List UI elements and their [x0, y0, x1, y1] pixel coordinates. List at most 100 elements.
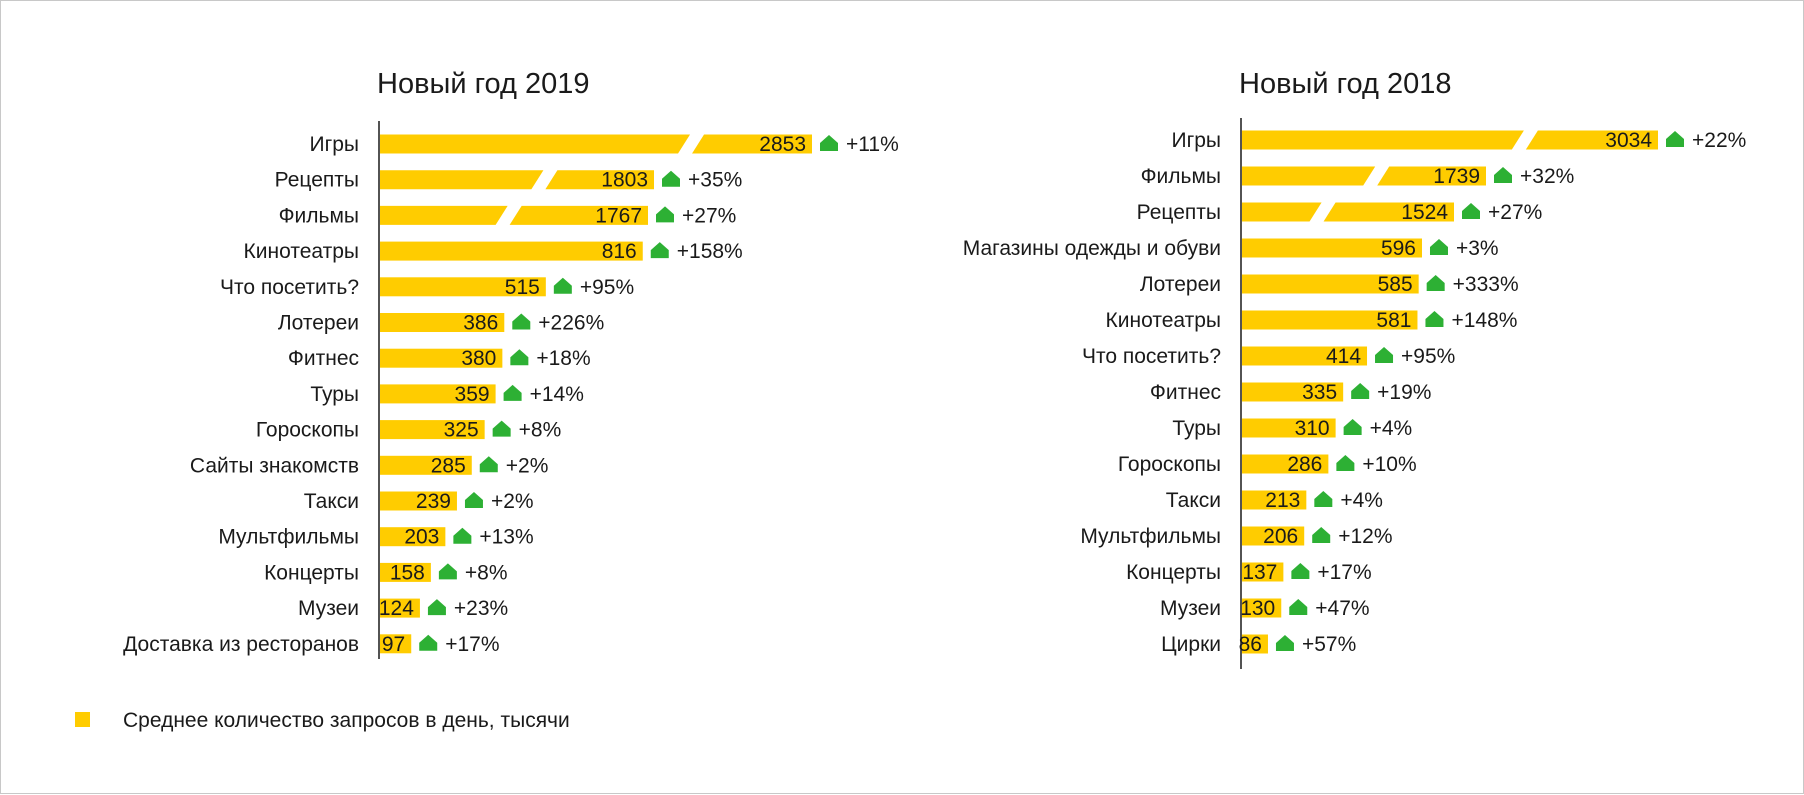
up-arrow-icon	[510, 349, 529, 366]
bar-1	[380, 134, 812, 154]
category-label: Туры	[1172, 417, 1221, 440]
category-label: Фитнес	[288, 347, 359, 370]
change-label: +27%	[1488, 201, 1542, 224]
value-label: 1524	[1401, 201, 1448, 224]
category-label: Сайты знакомств	[190, 454, 359, 477]
category-label: Лотереи	[1140, 273, 1221, 296]
category-label: Что посетить?	[1082, 345, 1221, 368]
category-label: Музеи	[298, 597, 359, 620]
change-label: +18%	[536, 347, 590, 370]
change-label: +2%	[491, 490, 534, 513]
up-arrow-icon	[1336, 455, 1355, 471]
category-label: Фильмы	[279, 204, 359, 227]
change-label: +4%	[1340, 489, 1383, 512]
value-label: 1803	[601, 169, 648, 192]
value-label: 285	[431, 454, 466, 477]
bar-4	[380, 241, 643, 261]
category-label: Игры	[1171, 129, 1221, 152]
value-label: 137	[1242, 561, 1277, 584]
bar-segment-left	[1242, 130, 1524, 150]
up-arrow-icon	[1425, 311, 1444, 327]
bar-8	[380, 384, 496, 404]
value-label: 325	[444, 419, 479, 442]
value-label: 86	[1239, 633, 1262, 656]
bar-2	[380, 170, 654, 190]
value-label: 206	[1263, 525, 1298, 548]
up-arrow-icon	[553, 277, 572, 294]
up-arrow-icon	[1666, 131, 1684, 147]
bar-10	[1242, 454, 1329, 474]
value-label: 3034	[1605, 129, 1652, 152]
value-label: 335	[1302, 381, 1337, 404]
bar-10	[380, 455, 472, 475]
category-label: Магазины одежды и обуви	[963, 237, 1221, 260]
change-label: +11%	[846, 133, 899, 156]
bar-segment-left	[380, 205, 508, 225]
bar-8	[1242, 382, 1344, 402]
change-label: +8%	[465, 561, 508, 584]
bar-15	[380, 634, 412, 654]
value-label: 239	[416, 490, 451, 513]
bar-11	[1242, 490, 1307, 510]
bar-7	[1242, 346, 1368, 366]
bar-5	[1242, 274, 1419, 294]
up-arrow-icon	[1312, 527, 1331, 543]
up-arrow-icon	[1426, 275, 1445, 291]
chart-panel-1: Новый год 2019 Игры 2853 +11% Рецепты 1803 +35…	[123, 68, 899, 659]
category-label: Игры	[309, 133, 359, 156]
category-label: Туры	[310, 383, 359, 406]
category-label: Такси	[1166, 489, 1221, 512]
up-arrow-icon	[1343, 419, 1362, 435]
category-label: Музеи	[1160, 597, 1221, 620]
change-label: +27%	[682, 204, 736, 227]
bar-4	[1242, 238, 1422, 258]
bar-12	[380, 527, 446, 547]
up-arrow-icon	[820, 135, 838, 151]
value-label: 414	[1326, 345, 1361, 368]
up-arrow-icon	[427, 599, 446, 616]
up-arrow-icon	[1275, 635, 1294, 651]
legend: Среднее количество запросов в день, тыся…	[75, 709, 570, 732]
legend-marker	[75, 712, 90, 727]
bar-5	[380, 277, 546, 297]
category-label: Кинотеатры	[1106, 309, 1221, 332]
bar-14	[1242, 598, 1282, 618]
value-label: 1767	[595, 204, 642, 227]
value-label: 124	[379, 597, 414, 620]
bar-12	[1242, 526, 1305, 546]
category-label: Рецепты	[275, 169, 359, 192]
chart-panel-2: Новый год 2018 Игры 3034 +22% Фильмы 1739 +32%…	[963, 68, 1746, 669]
up-arrow-icon	[479, 456, 498, 473]
up-arrow-icon	[1314, 491, 1333, 507]
change-label: +57%	[1302, 633, 1356, 656]
bar-segment-right	[1525, 130, 1658, 150]
value-label: 386	[463, 312, 498, 335]
value-label: 359	[455, 383, 490, 406]
category-label: Рецепты	[1137, 201, 1221, 224]
up-arrow-icon	[1351, 383, 1370, 399]
change-label: +2%	[506, 454, 549, 477]
category-label: Кинотеатры	[244, 240, 359, 263]
up-arrow-icon	[453, 527, 472, 544]
up-arrow-icon	[1375, 347, 1394, 363]
value-label: 203	[404, 526, 439, 549]
up-arrow-icon	[1429, 239, 1448, 255]
bar-2	[1242, 166, 1486, 186]
bar-segment-left	[1242, 202, 1322, 222]
legend-text: Среднее количество запросов в день, тыся…	[123, 709, 570, 732]
change-label: +4%	[1370, 417, 1413, 440]
category-label: Гороскопы	[1118, 453, 1221, 476]
chart-title: Новый год 2018	[1239, 68, 1452, 100]
category-label: Цирки	[1161, 633, 1221, 656]
bar-segment-right	[545, 170, 654, 190]
up-arrow-icon	[503, 384, 522, 401]
change-label: +3%	[1456, 237, 1499, 260]
bar-segment-left	[380, 134, 691, 154]
value-label: 310	[1295, 417, 1330, 440]
value-label: 515	[505, 276, 540, 299]
change-label: +35%	[688, 169, 742, 192]
change-label: +226%	[538, 312, 604, 335]
change-label: +32%	[1520, 165, 1574, 188]
